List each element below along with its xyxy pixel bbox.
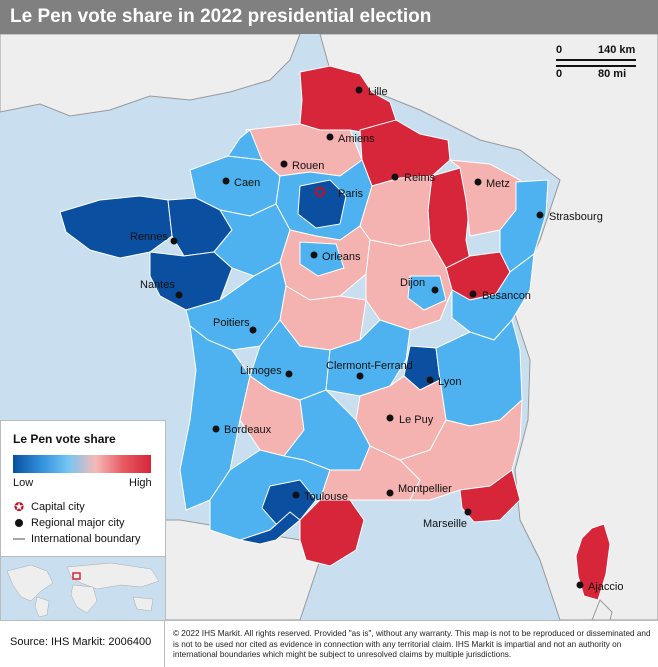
- boundary-line-icon: [13, 533, 25, 545]
- city-limoges: Limoges: [240, 365, 282, 377]
- region-cote-dor: [407, 275, 447, 311]
- city-metz: Metz: [486, 178, 510, 190]
- city-lyon: Lyon: [438, 376, 461, 388]
- svg-text:✪: ✪: [314, 185, 326, 201]
- scale-mi-end: 80 mi: [598, 68, 627, 80]
- region-corsica: [575, 523, 611, 601]
- legend-boundary-label: International boundary: [31, 533, 141, 545]
- city-caen: Caen: [234, 177, 260, 189]
- city-poitiers: Poitiers: [213, 317, 250, 329]
- city-strasbourg: Strasbourg: [549, 211, 603, 223]
- city-dijon: Dijon: [400, 277, 425, 289]
- map-svg: ✪ Lille Amiens Rouen Caen Paris: [0, 33, 658, 621]
- region-var: [459, 469, 521, 523]
- legend-major: Regional major city: [13, 517, 125, 529]
- world-locator-map: [1, 557, 165, 621]
- legend-boundary: International boundary: [13, 533, 140, 545]
- legend-low: Low: [13, 477, 34, 489]
- region-loiret: [299, 241, 345, 277]
- city-lille: Lille: [368, 86, 388, 98]
- locator-box: [72, 572, 81, 580]
- legend-capital-label: Capital city: [31, 501, 85, 513]
- city-clermont-ferrand: Clermont-Ferrand: [326, 360, 413, 372]
- land-uk: [0, 33, 301, 117]
- city-ajaccio: Ajaccio: [588, 581, 623, 593]
- city-nantes: Nantes: [140, 279, 175, 291]
- region-provence: [399, 398, 523, 501]
- city-dot-icon: [13, 517, 25, 529]
- city-rouen: Rouen: [292, 160, 324, 172]
- region-puy-de-dome: [325, 319, 411, 397]
- scale-labels: 0 140 km 0 80 mi: [548, 44, 648, 84]
- legend-gradient: [13, 455, 151, 473]
- copyright-box: © 2022 IHS Markit. All rights reserved. …: [164, 620, 658, 667]
- city-paris: Paris: [338, 188, 364, 200]
- legend-capital: ✪ Capital city: [13, 501, 85, 513]
- map-title: Le Pen vote share in 2022 presidential e…: [10, 6, 432, 27]
- scale-mi-start: 0: [556, 68, 563, 80]
- region-seine-maritime: [227, 129, 263, 161]
- city-labels: Lille Amiens Rouen Caen Paris Reims Metz…: [130, 86, 623, 593]
- copyright-text: © 2022 IHS Markit. All rights reserved. …: [173, 629, 651, 659]
- legend: Le Pen vote share Low High ✪ Capital cit…: [0, 420, 166, 557]
- region-paris-core: [297, 179, 347, 229]
- scale-km-start: 0: [556, 44, 563, 56]
- locator-inset: [0, 556, 166, 622]
- legend-title: Le Pen vote share: [13, 432, 116, 446]
- city-besancon: Besancon: [482, 290, 531, 302]
- capital-star-icon: ✪: [13, 500, 25, 514]
- region-finistere: [59, 195, 173, 259]
- source-text: Source: IHS Markit: 2006400: [10, 636, 152, 648]
- city-markers: ✪: [170, 86, 584, 589]
- city-montpellier: Montpellier: [398, 483, 452, 495]
- title-bar: Le Pen vote share in 2022 presidential e…: [0, 0, 658, 34]
- city-amiens: Amiens: [338, 133, 375, 145]
- city-reims: Reims: [404, 172, 436, 184]
- city-orleans: Orleans: [322, 251, 361, 263]
- scale-bar: [556, 59, 636, 67]
- city-bordeaux: Bordeaux: [224, 424, 272, 436]
- source-box: Source: IHS Markit: 2006400: [0, 620, 164, 667]
- map-area[interactable]: ✪ Lille Amiens Rouen Caen Paris: [0, 33, 658, 621]
- legend-major-label: Regional major city: [31, 517, 125, 529]
- city-rennes: Rennes: [130, 231, 168, 243]
- city-toulouse: Toulouse: [304, 491, 348, 503]
- scale-km-end: 140 km: [598, 44, 636, 56]
- legend-high: High: [129, 477, 152, 489]
- city-le-puy: Le Puy: [399, 414, 434, 426]
- city-marseille: Marseille: [423, 518, 467, 530]
